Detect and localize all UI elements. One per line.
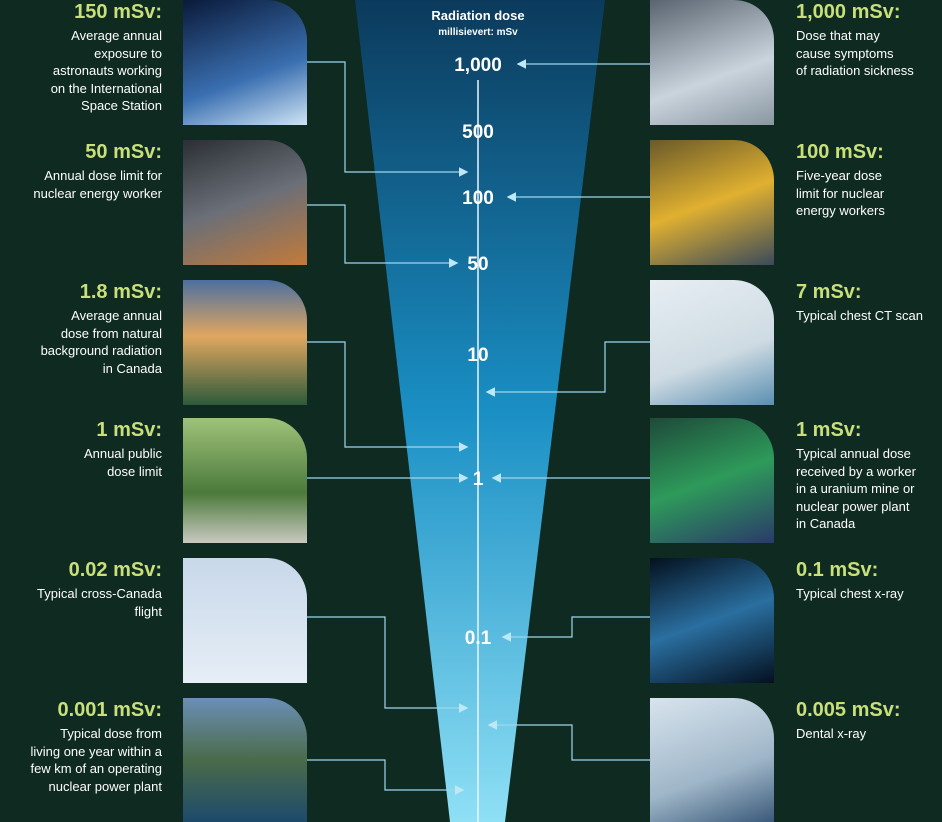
description-line: dose from natural (61, 325, 162, 342)
infographic: Radiation dose millisievert: mSv 1,000 50… (0, 0, 942, 822)
description-line: astronauts working (53, 62, 162, 79)
dose-title: 0.001 mSv: (57, 699, 162, 722)
description-line: living one year within a (30, 743, 162, 760)
description-line: Average annual (71, 307, 162, 324)
scale-subtitle: millisievert: mSv (438, 27, 518, 38)
description-line: received by a worker (796, 463, 916, 480)
dose-title: 100 mSv: (796, 141, 884, 164)
description-line: Space Station (81, 97, 162, 114)
description-line: few km of an operating (30, 760, 162, 777)
photo (183, 558, 307, 683)
scale-label: 100 (462, 188, 494, 209)
dose-title: 50 mSv: (85, 141, 162, 164)
scale-label: 0.1 (465, 628, 492, 649)
photo (650, 418, 774, 543)
dose-title: 1.8 mSv: (80, 281, 162, 304)
photo (650, 280, 774, 405)
dose-title: 7 mSv: (796, 281, 862, 304)
description-line: Typical chest CT scan (796, 307, 923, 324)
description-line: background radiation (41, 342, 162, 359)
description-line: cause symptoms (796, 45, 894, 62)
dose-title: 0.005 mSv: (796, 699, 901, 722)
photo (650, 698, 774, 822)
scale-label: 10 (467, 345, 488, 366)
description-line: exposure to (94, 45, 162, 62)
description-line: Typical dose from (60, 725, 162, 742)
dose-title: 1,000 mSv: (796, 1, 901, 24)
scale-label: 1 (473, 469, 484, 490)
description-line: Typical chest x-ray (796, 585, 904, 602)
description-line: on the International (51, 80, 162, 97)
scale-label: 50 (467, 254, 488, 275)
dose-title: 0.1 mSv: (796, 559, 878, 582)
description-line: nuclear energy worker (33, 185, 162, 202)
dose-title: 150 mSv: (74, 1, 162, 24)
description-line: flight (135, 603, 162, 620)
photo (183, 0, 307, 125)
description-line: Dose that may (796, 27, 880, 44)
description-line: Five-year dose (796, 167, 882, 184)
photo (183, 140, 307, 265)
description-line: in Canada (103, 360, 162, 377)
description-line: in a uranium mine or (796, 480, 915, 497)
photo (183, 418, 307, 543)
photo (183, 280, 307, 405)
dose-title: 1 mSv: (796, 419, 862, 442)
scale-label: 1,000 (454, 55, 502, 76)
photo (650, 558, 774, 683)
description-line: Typical annual dose (796, 445, 911, 462)
description-line: Dental x-ray (796, 725, 866, 742)
description-line: Typical cross-Canada (37, 585, 162, 602)
description-line: energy workers (796, 202, 885, 219)
description-line: Annual public (84, 445, 162, 462)
description-line: dose limit (107, 463, 162, 480)
scale-title: Radiation dose (431, 8, 524, 23)
photo (183, 698, 307, 822)
dose-title: 1 mSv: (96, 419, 162, 442)
description-line: Annual dose limit for (44, 167, 162, 184)
description-line: of radiation sickness (796, 62, 914, 79)
dose-title: 0.02 mSv: (69, 559, 162, 582)
description-line: Average annual (71, 27, 162, 44)
description-line: limit for nuclear (796, 185, 884, 202)
description-line: nuclear power plant (49, 778, 162, 795)
description-line: nuclear power plant (796, 498, 909, 515)
scale-label: 500 (462, 122, 494, 143)
photo (650, 0, 774, 125)
photo (650, 140, 774, 265)
description-line: in Canada (796, 515, 855, 532)
